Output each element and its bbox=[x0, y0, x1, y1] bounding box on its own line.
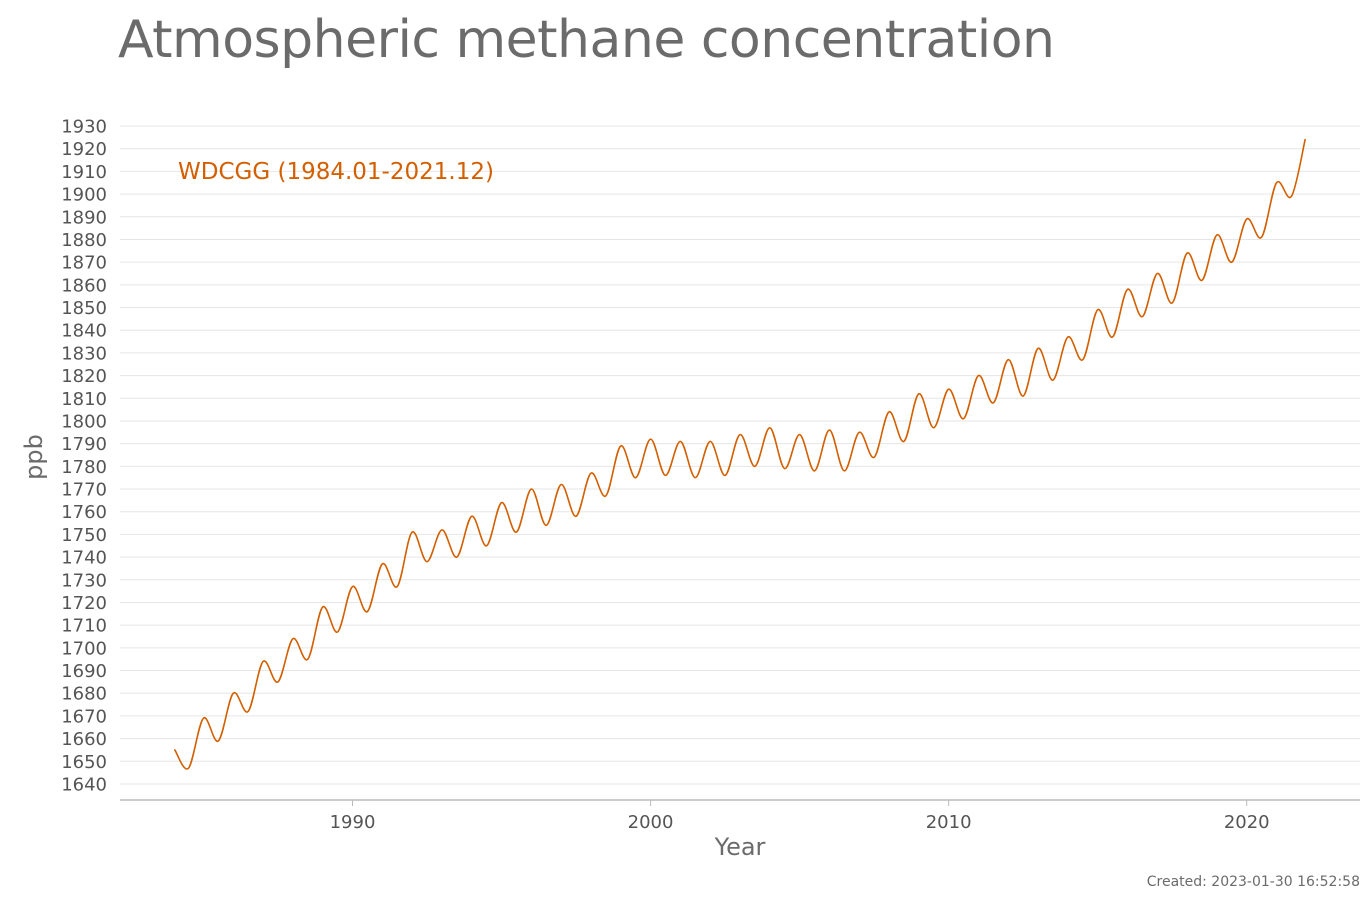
legend-label: WDCGG (1984.01-2021.12) bbox=[178, 159, 494, 185]
y-tick-label: 1690 bbox=[61, 661, 107, 682]
x-tick-label: 1990 bbox=[330, 812, 376, 833]
x-tick-label: 2020 bbox=[1224, 812, 1270, 833]
x-axis-label: Year bbox=[714, 833, 766, 861]
y-tick-label: 1670 bbox=[61, 706, 107, 727]
y-tick-label: 1740 bbox=[61, 548, 107, 569]
y-tick-label: 1720 bbox=[61, 593, 107, 614]
y-tick-label: 1660 bbox=[61, 729, 107, 750]
x-tick-label: 2000 bbox=[628, 812, 674, 833]
y-tick-label: 1790 bbox=[61, 434, 107, 455]
y-tick-label: 1800 bbox=[61, 411, 107, 432]
gridlines bbox=[120, 125, 1360, 785]
y-tick-label: 1910 bbox=[61, 162, 107, 183]
y-tick-label: 1810 bbox=[61, 389, 107, 410]
y-tick-label: 1920 bbox=[61, 139, 107, 160]
y-tick-label: 1700 bbox=[61, 638, 107, 659]
y-tick-label: 1710 bbox=[61, 616, 107, 637]
y-tick-label: 1900 bbox=[61, 185, 107, 206]
y-tick-label: 1840 bbox=[61, 321, 107, 342]
y-tick-label: 1770 bbox=[61, 480, 107, 501]
y-tick-label: 1650 bbox=[61, 752, 107, 773]
y-tick-label: 1850 bbox=[61, 298, 107, 319]
x-tick-labels: 1990 2000 2010 2020 bbox=[330, 800, 1270, 833]
y-axis-label: ppb bbox=[20, 434, 48, 480]
y-tick-label: 1860 bbox=[61, 275, 107, 296]
y-tick-label: 1880 bbox=[61, 230, 107, 251]
y-tick-label: 1820 bbox=[61, 366, 107, 387]
y-tick-label: 1760 bbox=[61, 502, 107, 523]
y-tick-label: 1870 bbox=[61, 253, 107, 274]
y-tick-label: 1930 bbox=[61, 117, 107, 138]
y-tick-label: 1830 bbox=[61, 343, 107, 364]
y-tick-label: 1640 bbox=[61, 775, 107, 796]
x-tick-label: 2010 bbox=[926, 812, 972, 833]
chart-title: Atmospheric methane concentration bbox=[118, 10, 1055, 70]
y-tick-label: 1730 bbox=[61, 570, 107, 591]
series-line-wdcgg bbox=[174, 138, 1306, 770]
y-tick-labels: 1640165016601670168016901700171017201730… bbox=[61, 117, 107, 796]
y-tick-label: 1780 bbox=[61, 457, 107, 478]
created-timestamp: Created: 2023-01-30 16:52:58 bbox=[1146, 874, 1360, 890]
y-tick-label: 1890 bbox=[61, 207, 107, 228]
y-tick-label: 1750 bbox=[61, 525, 107, 546]
y-tick-label: 1680 bbox=[61, 684, 107, 705]
